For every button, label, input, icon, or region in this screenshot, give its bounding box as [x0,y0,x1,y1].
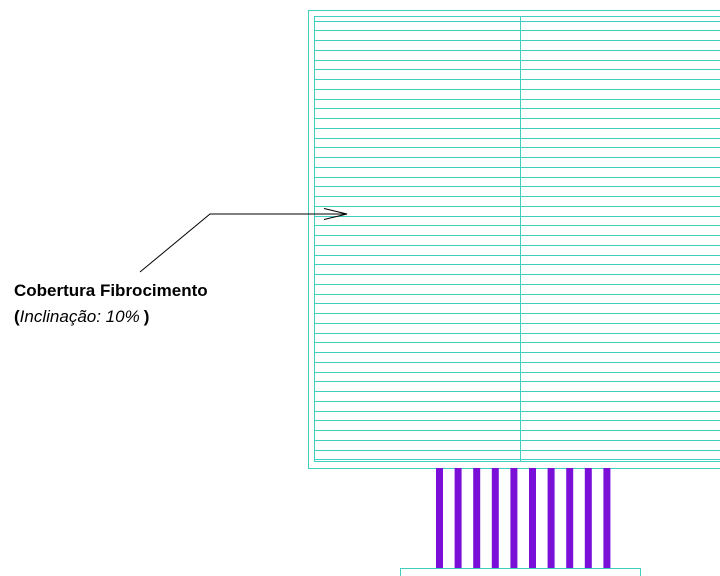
leader [139,208,348,273]
paren-close: ) [144,307,150,326]
label-title: Cobertura Fibrocimento [14,281,208,300]
leader-arrow [323,208,348,220]
purlin [584,468,592,568]
purlin [491,468,499,568]
roof-plan [308,10,720,469]
purlin [603,468,611,568]
purlin [436,468,443,568]
purlin [473,468,481,568]
purlin [510,468,518,568]
leader-line [139,213,346,273]
paren-open: ( [14,307,20,326]
purlin [529,468,536,568]
lower-structure [400,568,641,576]
label-note: (Inclinação: 10%) [14,307,149,326]
purlin [547,468,555,568]
slope: Inclinação: 10% [20,307,140,326]
roof-outline [308,10,720,469]
roof-inner-outline [314,16,720,462]
purlins [436,468,611,568]
purlin [566,468,574,568]
purlin [454,468,462,568]
